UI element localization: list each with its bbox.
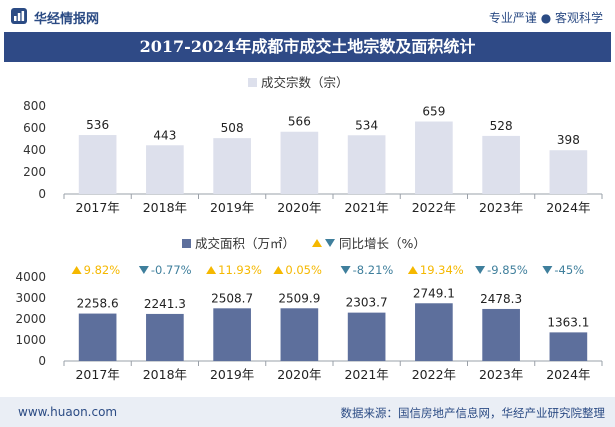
- data-label: 398: [557, 133, 580, 147]
- bar-2: [280, 308, 319, 361]
- data-label: 2478.3: [480, 292, 522, 306]
- data-label: 2303.7: [346, 296, 388, 310]
- chart-title: 2017-2024年成都市成交土地宗数及面积统计: [139, 37, 476, 56]
- x-tick-label: 2024年: [546, 367, 590, 382]
- bar-1: [280, 131, 319, 194]
- legend-swatch-1: [248, 78, 257, 87]
- data-label: 2509.9: [278, 291, 320, 305]
- x-tick-label: 2023年: [479, 367, 523, 382]
- growth-down-triangle: [542, 266, 553, 274]
- footer-url[interactable]: www.huaon.com: [18, 405, 118, 419]
- y-tick-label: 4000: [15, 270, 46, 284]
- y-tick-label: 1000: [15, 333, 46, 347]
- bar-2: [347, 312, 386, 361]
- x-tick-label: 2017年: [75, 200, 119, 215]
- x-tick-label: 2019年: [210, 367, 254, 382]
- growth-label: 0.05%: [285, 263, 322, 277]
- data-label: 2241.3: [144, 297, 186, 311]
- title-bar: 2017-2024年成都市成交土地宗数及面积统计: [4, 32, 611, 62]
- data-label: 566: [288, 115, 311, 129]
- footer-source: 数据来源：国信房地产信息网，华经产业研究院整理: [340, 406, 606, 420]
- y-tick-label: 0: [38, 187, 46, 201]
- y-tick-label: 3000: [15, 291, 46, 305]
- bar-2: [78, 313, 117, 361]
- data-label: 443: [153, 128, 176, 142]
- y-tick-label: 800: [23, 99, 46, 113]
- data-label: 659: [422, 105, 445, 119]
- y-tick-label: 0: [38, 354, 46, 368]
- data-label: 2258.6: [77, 297, 119, 311]
- brand-name[interactable]: 华经情报网: [34, 12, 100, 27]
- x-tick-label: 2020年: [277, 200, 321, 215]
- data-label: 508: [221, 121, 244, 135]
- bar-1: [146, 145, 184, 194]
- top-bar: 华经情报网 专业严谨 ● 客观科学: [0, 0, 615, 32]
- bar-2: [549, 332, 588, 361]
- growth-label: 9.82%: [84, 263, 121, 277]
- x-tick-label: 2019年: [210, 200, 254, 215]
- bar-2: [146, 313, 184, 361]
- legend-up-triangle: [312, 239, 322, 247]
- y-tick-label: 2000: [15, 312, 46, 326]
- bar-1: [78, 135, 117, 194]
- footer: www.huaon.com 数据来源：国信房地产信息网，华经产业研究院整理: [0, 397, 615, 427]
- data-label: 2508.7: [211, 291, 253, 305]
- bar-1: [482, 135, 520, 194]
- x-tick-label: 2021年: [344, 200, 388, 215]
- data-label: 2749.1: [413, 286, 455, 300]
- legend-growth-label: 同比增长（%）: [339, 236, 426, 251]
- x-tick-label: 2023年: [479, 200, 523, 215]
- data-label: 1363.1: [547, 315, 589, 329]
- x-tick-label: 2024年: [546, 200, 590, 215]
- growth-label: -8.21%: [353, 263, 394, 277]
- growth-label: 19.34%: [420, 263, 464, 277]
- x-tick-label: 2021年: [344, 367, 388, 382]
- growth-up-triangle: [407, 266, 418, 274]
- x-tick-label: 2017年: [75, 367, 119, 382]
- x-tick-label: 2020年: [277, 367, 321, 382]
- bar-1: [213, 138, 251, 194]
- growth-up-triangle: [206, 266, 217, 274]
- growth-up-triangle: [71, 266, 82, 274]
- legend-swatch-2: [182, 239, 191, 248]
- data-label: 536: [86, 118, 109, 132]
- tagline: 专业严谨 ● 客观科学: [488, 11, 603, 25]
- growth-label: -45%: [554, 263, 584, 277]
- growth-label: -9.85%: [487, 263, 528, 277]
- bar-1: [347, 135, 386, 194]
- data-label: 534: [355, 118, 378, 132]
- growth-down-triangle: [340, 266, 351, 274]
- bar-1: [415, 121, 453, 194]
- bar-2: [415, 303, 453, 361]
- bar-2: [213, 308, 251, 361]
- x-tick-label: 2018年: [143, 367, 187, 382]
- y-tick-label: 200: [23, 165, 46, 179]
- x-tick-label: 2018年: [143, 200, 187, 215]
- growth-label: -0.77%: [151, 263, 192, 277]
- legend-label-1: 成交宗数（宗）: [261, 75, 349, 90]
- data-label: 528: [490, 119, 513, 133]
- growth-label: 11.93%: [218, 263, 262, 277]
- growth-down-triangle: [475, 266, 486, 274]
- y-tick-label: 600: [23, 121, 46, 135]
- y-tick-label: 400: [23, 143, 46, 157]
- growth-down-triangle: [138, 266, 149, 274]
- growth-up-triangle: [273, 266, 284, 274]
- brand-logo-icon: [11, 8, 27, 24]
- x-tick-label: 2022年: [412, 200, 456, 215]
- bar-1: [549, 150, 588, 194]
- chart-canvas: 成交宗数（宗） 0 200 400 600 800 536 2017年 443 2018年 508 2…: [15, 75, 603, 382]
- x-tick-label: 2022年: [412, 367, 456, 382]
- bar-2: [482, 308, 520, 361]
- legend-down-triangle: [325, 239, 335, 247]
- legend-label-2: 成交面积（万㎡）: [195, 236, 295, 251]
